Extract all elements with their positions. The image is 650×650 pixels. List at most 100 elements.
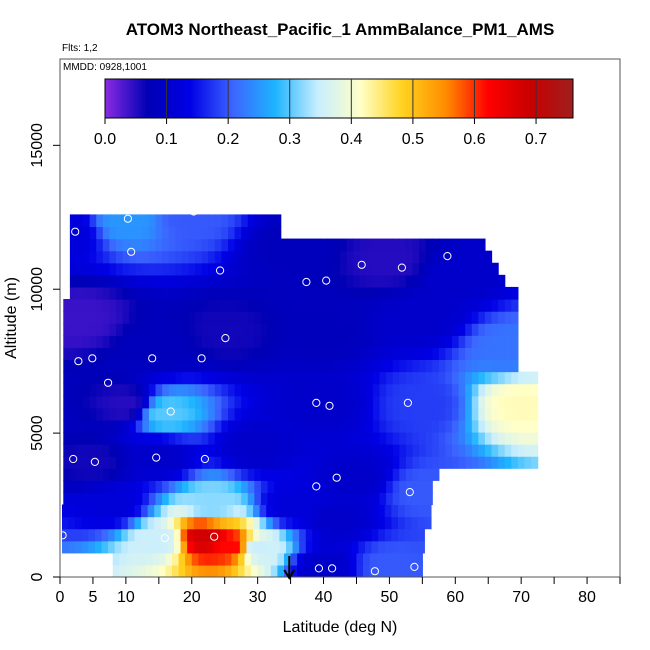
heatmap-cell [89, 299, 97, 312]
heatmap-cell [155, 214, 163, 228]
heatmap-cell [69, 323, 78, 336]
heatmap-cell [372, 286, 381, 300]
heatmap-cell [384, 516, 392, 530]
heatmap-cell [181, 431, 190, 445]
heatmap-cell [247, 238, 255, 252]
heatmap-cell [313, 323, 321, 336]
heatmap-cell [432, 456, 440, 469]
heatmap-cell [405, 335, 414, 348]
heatmap-cell [419, 383, 427, 397]
heatmap-cell [458, 419, 466, 433]
heatmap-cell [129, 395, 137, 409]
heatmap-cell [175, 323, 183, 336]
heatmap-cell [359, 480, 367, 493]
heatmap-cell [325, 528, 333, 542]
heatmap-cell [195, 238, 203, 252]
heatmap-cell [412, 468, 420, 481]
heatmap-cell [504, 371, 512, 385]
flights-label: Flts: 1,2 [62, 43, 98, 54]
heatmap-cell [313, 262, 321, 276]
heatmap-cell [326, 492, 335, 506]
heatmap-cell [511, 286, 519, 300]
heatmap-cell [254, 444, 262, 457]
heatmap-cell [102, 262, 111, 276]
heatmap-cell [96, 311, 104, 324]
heatmap-cell [247, 456, 255, 469]
heatmap-cell [260, 383, 269, 397]
heatmap-cell [158, 564, 167, 577]
heatmap-cell [326, 468, 335, 481]
heatmap-cell [254, 226, 262, 240]
heatmap-cell [392, 492, 400, 506]
heatmap-cell [267, 250, 275, 264]
heatmap-cell [214, 383, 223, 397]
heatmap-cell [181, 407, 190, 421]
heatmap-cell [233, 516, 241, 530]
heatmap-cell [239, 528, 248, 542]
heatmap-cell [498, 456, 506, 469]
heatmap-cell [471, 383, 479, 397]
heatmap-cell [287, 299, 295, 312]
heatmap-cell [129, 214, 137, 228]
sample-point [200, 454, 209, 464]
heatmap-cell [201, 383, 209, 397]
heatmap-cell [399, 419, 407, 433]
heatmap-cell [445, 299, 453, 312]
heatmap-cell [287, 335, 295, 348]
heatmap-cell [332, 504, 340, 518]
heatmap-cell [75, 516, 83, 530]
heatmap-cell [141, 528, 149, 542]
heatmap-cell [438, 335, 447, 348]
heatmap-cell [266, 516, 274, 530]
heatmap-cell [280, 323, 288, 336]
x-axis-label: Latitude (deg N) [283, 619, 398, 636]
heatmap-cell [241, 335, 249, 348]
heatmap-cell [168, 456, 176, 469]
heatmap-cell [397, 528, 406, 542]
sample-point [443, 252, 452, 261]
heatmap-cell [452, 347, 460, 361]
heatmap-cell [280, 383, 288, 397]
heatmap-cell [112, 552, 120, 566]
heatmap-cell [438, 456, 447, 469]
heatmap-cell [220, 516, 228, 530]
heatmap-cell [221, 262, 229, 276]
heatmap-cell [404, 516, 412, 530]
heatmap-cell [160, 516, 168, 530]
heatmap-cell [307, 444, 315, 457]
heatmap-cell [134, 504, 142, 518]
heatmap-cell [208, 262, 216, 276]
heatmap-cell [386, 262, 394, 276]
heatmap-cell [155, 456, 163, 469]
heatmap-cell [504, 444, 512, 457]
heatmap-cell [491, 456, 499, 469]
heatmap-cell [517, 371, 526, 385]
heatmap-cell [241, 238, 249, 252]
heatmap-cell [366, 299, 374, 312]
heatmap-cell [478, 383, 486, 397]
heatmap-cell [417, 528, 425, 542]
heatmap-cell [165, 552, 173, 566]
heatmap-cell [247, 431, 255, 445]
heatmap-cell [83, 383, 91, 397]
heatmap-cell [392, 371, 400, 385]
heatmap-cell [419, 407, 427, 421]
heatmap-cell [363, 552, 371, 566]
heatmap-cell [121, 528, 129, 542]
heatmap-cell [148, 383, 157, 397]
heatmap-cell [201, 444, 209, 457]
heatmap-cell [94, 540, 103, 554]
heatmap-cell [168, 407, 176, 421]
heatmap-cell [366, 311, 374, 324]
heatmap-cell [102, 347, 111, 361]
colorbar-tick-label: 0.0 [94, 131, 116, 148]
heatmap-cell [76, 407, 84, 421]
heatmap-cell [511, 456, 519, 469]
heatmap-cell [412, 323, 420, 336]
heatmap-cell [504, 359, 512, 373]
heatmap-cell [142, 214, 150, 228]
heatmap-cell [471, 335, 479, 348]
heatmap-cell [116, 214, 124, 228]
heatmap-cell [142, 286, 150, 300]
heatmap-cell [109, 286, 117, 300]
